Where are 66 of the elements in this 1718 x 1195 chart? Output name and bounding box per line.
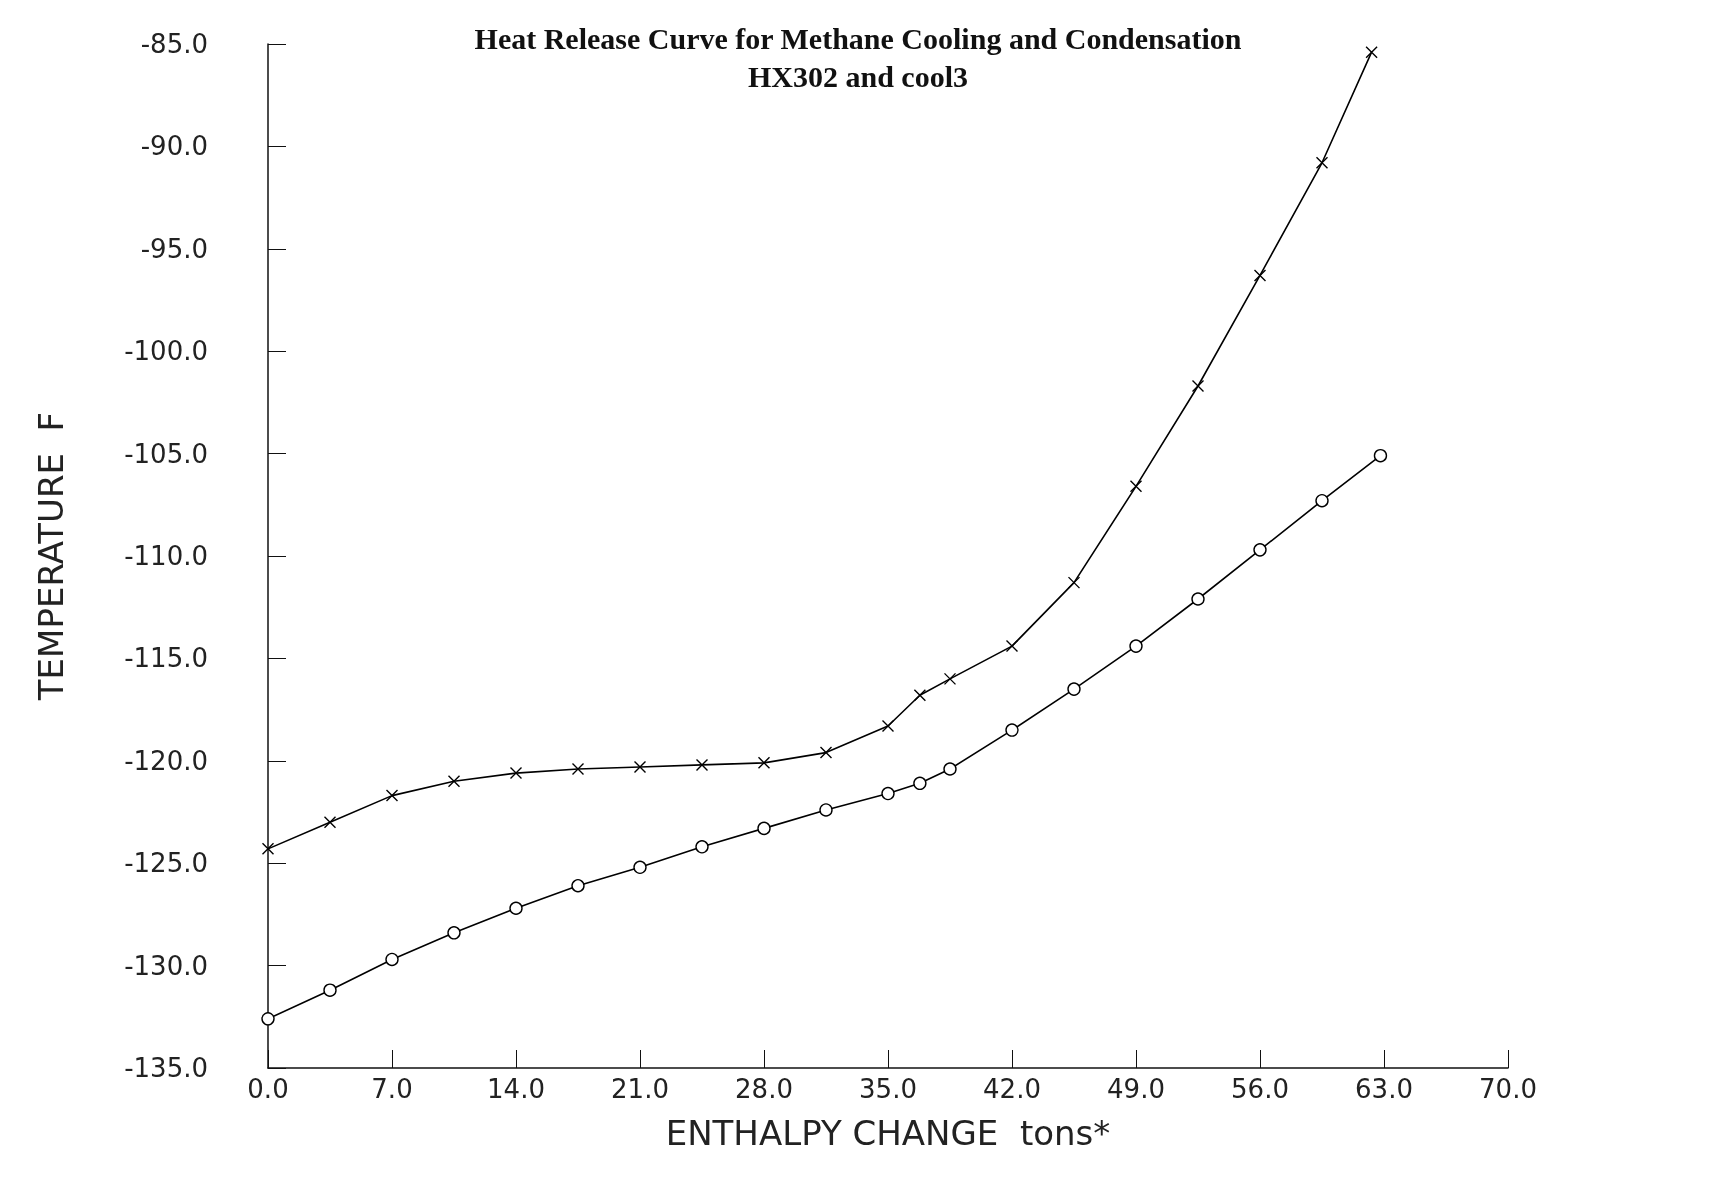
- point: [1129, 480, 1143, 493]
- y-tick-label: -105.0: [124, 438, 208, 469]
- point: [819, 803, 833, 817]
- point: [1315, 156, 1329, 169]
- point: [1191, 379, 1205, 393]
- point: [913, 689, 927, 702]
- point: [943, 762, 957, 776]
- x-tick-label: 7.0: [371, 1074, 413, 1104]
- x-tick-label: 63.0: [1355, 1074, 1413, 1104]
- text: HX302 and cool3: [747, 59, 969, 93]
- x-tick-label: 35.0: [859, 1074, 917, 1104]
- point: [1005, 723, 1019, 737]
- x-tick-label: 21.0: [611, 1074, 669, 1104]
- point: [261, 1012, 275, 1026]
- point: [695, 758, 709, 772]
- point: [1005, 639, 1019, 653]
- point: [323, 983, 337, 997]
- y-tick-label: -135.0: [124, 1053, 208, 1083]
- point: [819, 746, 833, 759]
- point: [943, 672, 957, 686]
- point: [913, 776, 927, 791]
- point: [695, 840, 709, 854]
- y-tick-label: -100.0: [124, 336, 208, 367]
- point: [881, 719, 895, 733]
- y-tick-label: -90.0: [140, 131, 208, 162]
- x-tick-label: 0.0: [247, 1074, 289, 1104]
- point: [633, 860, 647, 874]
- point: [1067, 682, 1081, 696]
- x-tick-label: 49.0: [1107, 1074, 1165, 1104]
- point: [385, 789, 399, 802]
- point: [509, 901, 523, 915]
- point: [571, 762, 585, 776]
- point: [1253, 543, 1267, 557]
- x-axis-title: ENTHALPY CHANGE tons*: [665, 1113, 1111, 1153]
- y-tick-label: -85.0: [140, 29, 208, 59]
- y-tick-label: -110.0: [124, 541, 208, 571]
- x-tick-label: 56.0: [1231, 1074, 1289, 1104]
- y-axis-title: TEMPERATURE F: [31, 411, 71, 702]
- point: [1315, 494, 1329, 508]
- point: [571, 879, 585, 893]
- point: [757, 756, 771, 770]
- point: [261, 842, 275, 856]
- point: [447, 926, 461, 940]
- x-tick-label: 28.0: [735, 1074, 793, 1104]
- y-tick-label: -115.0: [124, 643, 208, 674]
- point: [1253, 269, 1267, 282]
- point: [1191, 592, 1205, 606]
- point: [1373, 448, 1388, 463]
- chart-title: Heat Release Curve for Methane Cooling and Condensation: [474, 21, 1242, 55]
- y-tick-label: -130.0: [124, 950, 208, 981]
- x-tick-label: 14.0: [487, 1074, 545, 1104]
- x-tick-label: 42.0: [983, 1074, 1041, 1104]
- x-tick-label: 70.0: [1479, 1074, 1537, 1104]
- point: [447, 775, 461, 788]
- y-tick-label: -125.0: [124, 848, 208, 879]
- point: [323, 816, 337, 829]
- point: [881, 786, 895, 801]
- point: [1365, 45, 1378, 59]
- point: [757, 821, 771, 836]
- point: [633, 760, 647, 774]
- point: [509, 766, 523, 780]
- y-tick-label: -95.0: [140, 233, 208, 264]
- point: [385, 952, 399, 967]
- y-tick-label: -120.0: [124, 745, 208, 776]
- point: [1129, 639, 1143, 653]
- point: [1067, 576, 1081, 589]
